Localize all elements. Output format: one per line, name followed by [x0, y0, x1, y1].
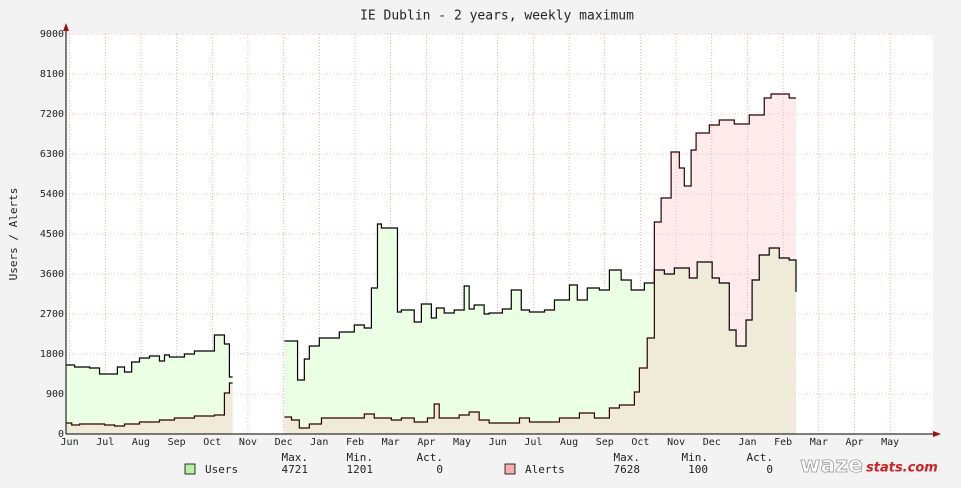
x-tick-label: Sep [596, 437, 614, 448]
ticks: 0 900 1800 2700 3600 4500 5400 6300 7200 8100 9000… [40, 29, 899, 448]
x-tick-label: Feb [774, 437, 792, 448]
x-tick-label: Feb [346, 437, 364, 448]
legend-stat: 0 [766, 463, 773, 476]
x-tick-label: Mar [382, 437, 400, 448]
y-tick-label: 2700 [40, 309, 64, 320]
legend-swatch [504, 463, 516, 475]
legend-label: Alerts [525, 463, 565, 476]
series-area [284, 94, 796, 434]
y-tick-label: 1800 [40, 349, 64, 360]
series-line [284, 93, 796, 429]
series-area [65, 335, 233, 434]
y-tick-label: 6300 [40, 149, 64, 160]
y-axis-label: Users / Alerts [7, 188, 20, 281]
x-tick-label: Jan [738, 437, 756, 448]
x-tick-label: May [453, 437, 471, 448]
series-area [284, 224, 796, 434]
y-tick-label: 0 [58, 429, 64, 440]
y-tick-label: 9000 [40, 29, 64, 40]
legend-stat: 7628 [614, 463, 641, 476]
x-tick-label: Aug [560, 437, 578, 448]
x-tick-label: Sep [168, 437, 186, 448]
legend-label: Users [205, 463, 238, 476]
series-area [65, 383, 233, 434]
x-tick-label: Dec [275, 437, 293, 448]
y-tick-label: 8100 [40, 69, 64, 80]
y-tick-label: 900 [46, 389, 64, 400]
x-tick-label: Apr [417, 437, 435, 448]
x-tick-label: Jul [524, 437, 542, 448]
x-tick-label: May [881, 437, 899, 448]
x-tick-label: Apr [845, 437, 863, 448]
x-tick-label: Oct [631, 437, 649, 448]
y-tick-label: 3600 [40, 269, 64, 280]
areas [65, 94, 796, 434]
legend-header: Min. [682, 451, 709, 464]
y-tick-label: 7200 [40, 109, 64, 120]
x-tick-label: Mar [810, 437, 828, 448]
lines [65, 93, 797, 429]
series-line [65, 382, 233, 427]
logo-stats: stats.com [866, 461, 938, 476]
x-tick-label: Dec [703, 437, 721, 448]
y-tick-label: 4500 [40, 229, 64, 240]
x-arrow [933, 431, 941, 437]
series-line [284, 223, 797, 381]
legend-header: Act. [747, 451, 774, 464]
legend-stat: 100 [688, 463, 708, 476]
x-tick-label: Jan [310, 437, 328, 448]
x-tick-label: Oct [203, 437, 221, 448]
legend-header: Max. [614, 451, 641, 464]
x-tick-label: Aug [132, 437, 150, 448]
legend-header: Max. [282, 451, 309, 464]
legend-header: Act. [417, 451, 444, 464]
legend-stat: 4721 [282, 463, 309, 476]
x-tick-label: Jun [489, 437, 507, 448]
x-tick-label: Nov [239, 437, 257, 448]
chart-title: IE Dublin - 2 years, weekly maximum [360, 9, 634, 24]
legend-stat: 1201 [347, 463, 374, 476]
legend-stat: 0 [436, 463, 443, 476]
legend-header: Min. [347, 451, 374, 464]
y-tick-label: 5400 [40, 189, 64, 200]
series-line [65, 334, 233, 378]
legend-swatch [184, 463, 196, 475]
x-tick-label: Jun [61, 437, 79, 448]
y-arrow [63, 23, 69, 31]
x-tick-label: Nov [667, 437, 685, 448]
logo-waze: waze [800, 453, 863, 478]
x-tick-label: Jul [96, 437, 114, 448]
